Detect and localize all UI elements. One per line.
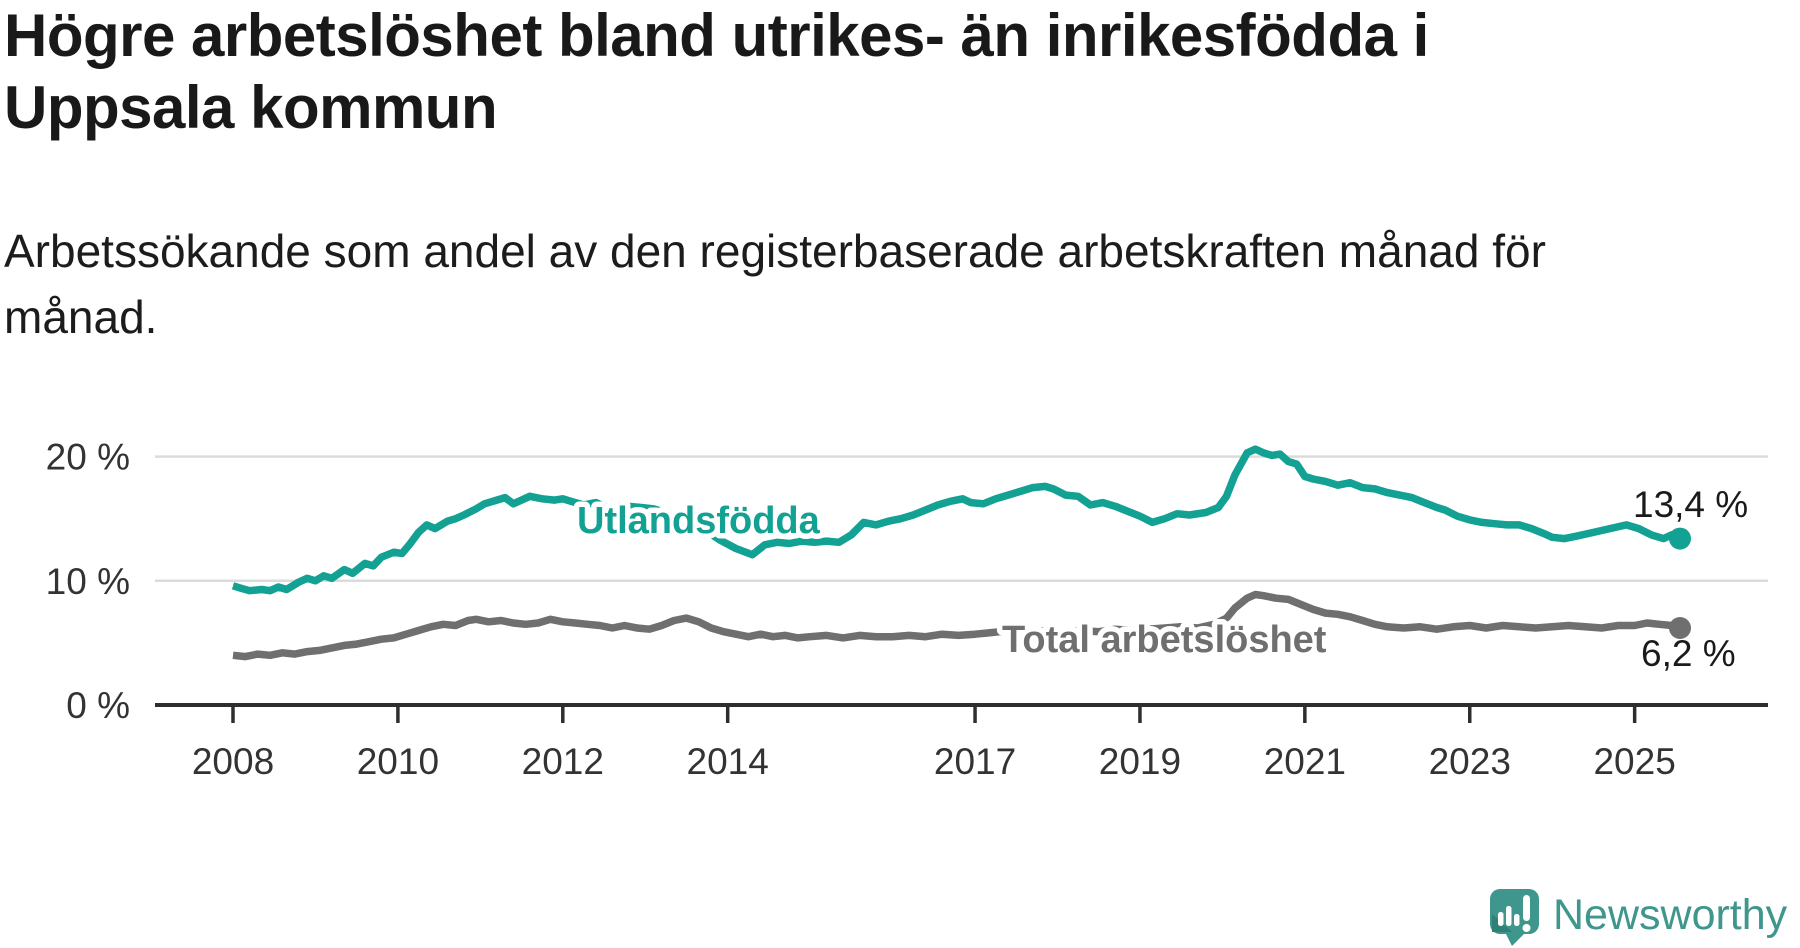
x-tick-label-2025: 2025 (1593, 741, 1675, 782)
x-tick-label-2017: 2017 (934, 741, 1016, 782)
x-tick-label-2012: 2012 (522, 741, 604, 782)
x-tick-label-2010: 2010 (357, 741, 439, 782)
series-labels: Utlandsfödda Total arbetslöshet (572, 495, 1333, 667)
series-inline-label-total: Total arbetslöshet (1002, 619, 1327, 661)
chart-subtitle: Arbetssökande som andel av den registerb… (4, 218, 1784, 350)
y-tick-label-0: 0 % (66, 685, 130, 726)
y-axis-labels: 0 % 10 % 20 % (46, 437, 130, 726)
newsworthy-logo: Newsworthy (1490, 889, 1788, 946)
end-dot-utlandsfodda (1668, 527, 1691, 550)
x-axis (155, 703, 1768, 723)
chart-subtitle-line2: månad. (4, 291, 158, 343)
end-dot-total (1668, 616, 1691, 639)
newsworthy-brand-link[interactable]: Newsworthy (1485, 882, 1797, 948)
series-inline-label-utlandsfodda: Utlandsfödda (577, 500, 821, 542)
page-title-line1: Högre arbetslöshet bland utrikes- än inr… (4, 2, 1429, 69)
end-value-label-utlandsfodda: 13,4 % (1633, 484, 1748, 525)
end-value-label-total: 6,2 % (1641, 633, 1736, 674)
y-tick-label-10: 10 % (46, 561, 130, 602)
page-title-line2: Uppsala kommun (4, 74, 498, 141)
x-axis-labels: 2008 2010 2012 2014 2017 2019 2021 2023 2025 (192, 741, 1676, 782)
series-line-total (232, 590, 1682, 661)
x-tick-label-2019: 2019 (1099, 741, 1181, 782)
data-series (231, 445, 1682, 661)
x-tick-label-2023: 2023 (1429, 741, 1511, 782)
end-markers: 13,4 % 6,2 % (1633, 484, 1748, 674)
x-tick-label-2021: 2021 (1264, 741, 1346, 782)
x-tick-label-2014: 2014 (687, 741, 769, 782)
gridlines (155, 455, 1768, 583)
newsworthy-logo-icon (1490, 889, 1539, 946)
page-title: Högre arbetslöshet bland utrikes- än inr… (4, 0, 1784, 144)
series-line-utlandsfodda (231, 445, 1682, 595)
newsworthy-wordmark: Newsworthy (1553, 891, 1788, 939)
y-tick-label-20: 20 % (46, 437, 130, 478)
chart-subtitle-line1: Arbetssökande som andel av den registerb… (4, 225, 1546, 277)
x-tick-label-2008: 2008 (192, 741, 274, 782)
